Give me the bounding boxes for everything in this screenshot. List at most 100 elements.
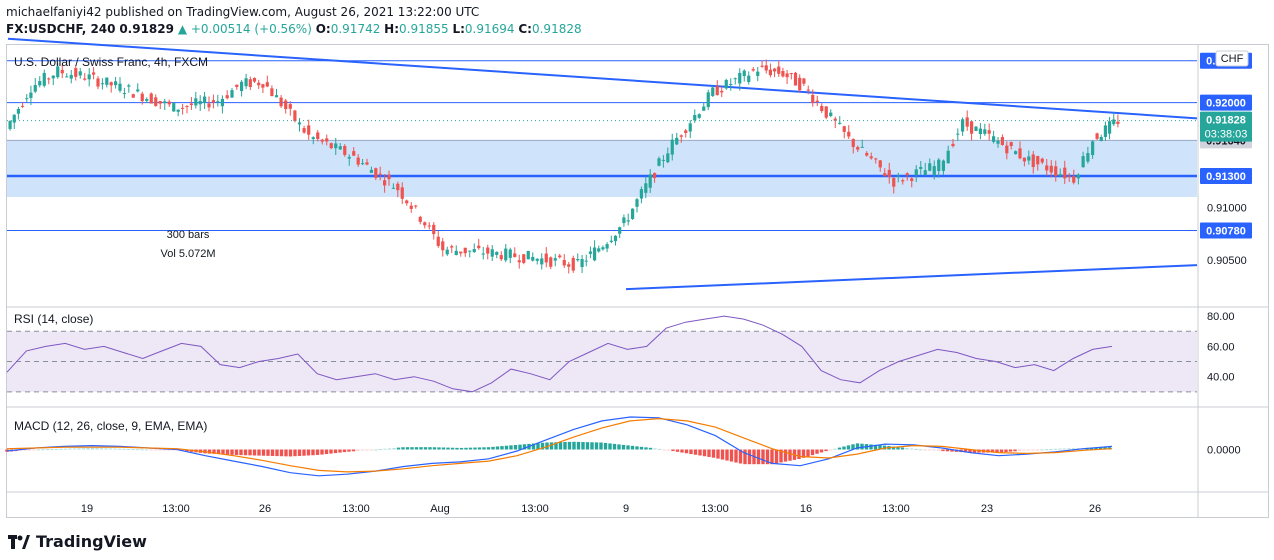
candle-body (235, 84, 239, 87)
candle-body (288, 104, 292, 109)
macd-bar (635, 446, 639, 450)
candle-body (781, 71, 785, 77)
macd-bar (657, 448, 662, 450)
candle-body (513, 253, 517, 257)
macd-bar (914, 448, 918, 450)
candle-body (136, 89, 140, 92)
macd-bar (482, 447, 486, 450)
candle-body (874, 158, 878, 160)
candle-body (526, 250, 530, 260)
candle-body (181, 107, 185, 109)
macd-bar (995, 449, 999, 453)
candle-body (571, 257, 575, 271)
candle-body (477, 245, 481, 249)
time-tick-3: 13:00 (342, 503, 370, 515)
macd-bar (860, 443, 864, 450)
candle-body (163, 101, 167, 104)
candle-body (618, 227, 622, 234)
candle-body (418, 216, 422, 222)
macd-bar (1053, 448, 1058, 450)
macd-bar (212, 449, 216, 454)
candle-body (666, 153, 670, 163)
candle-body (307, 125, 311, 135)
macd-bar (815, 449, 819, 454)
candle-body (1091, 141, 1095, 156)
candle-body (495, 251, 499, 255)
last-price-label-bg (1200, 111, 1252, 142)
macd-bar (630, 445, 635, 450)
macd-bar (441, 447, 446, 450)
candle-body (657, 158, 661, 166)
candle-body (302, 128, 306, 133)
candle-body (369, 169, 373, 173)
macd-bar (666, 449, 671, 451)
price-tick-1: 0.91000 (1207, 202, 1247, 214)
macd-bar (810, 449, 815, 456)
candle-body (347, 156, 351, 159)
candle-body (445, 249, 449, 255)
candle-body (490, 249, 494, 257)
macd-bar (531, 443, 536, 450)
candle-body (601, 247, 605, 250)
candle-body (811, 94, 815, 104)
candle-body (910, 178, 914, 182)
candle-body (127, 85, 131, 87)
candle-body (540, 258, 544, 265)
macd-bar (693, 449, 698, 455)
macd-bar (743, 449, 747, 465)
candle-body (715, 86, 719, 96)
candle-body (856, 146, 860, 150)
macd-bar (837, 447, 842, 450)
candle-body (1067, 175, 1071, 177)
candle-body (432, 224, 436, 235)
macd-bar (819, 449, 824, 453)
candle-body (789, 73, 793, 75)
candle-body (905, 173, 909, 176)
candle-body (978, 128, 982, 135)
candle-body (486, 247, 490, 254)
rsi-line (6, 315, 1113, 393)
candle-body (8, 121, 12, 129)
candle-body (378, 173, 382, 175)
macd-bar (558, 442, 563, 450)
candle-body (833, 118, 837, 121)
macd-bar (81, 448, 86, 450)
candle-body (297, 122, 302, 125)
macd-bar (144, 449, 149, 451)
candle-body (83, 78, 87, 80)
macd-bar (324, 449, 329, 455)
candle-body (974, 126, 978, 131)
macd-bar (540, 442, 545, 450)
candle-body (1112, 119, 1116, 125)
level-label-bg-3 (1200, 168, 1252, 184)
time-tick-2: 26 (259, 503, 271, 515)
candle-body (316, 132, 320, 139)
candle-body (1086, 153, 1090, 162)
macd-bar (1017, 449, 1022, 451)
chart-frame[interactable] (6, 44, 1269, 518)
candle-body (1063, 167, 1067, 179)
macd-bar (855, 443, 860, 450)
macd-bar (842, 446, 846, 450)
candle-body (252, 77, 257, 82)
macd-bar (738, 449, 743, 464)
macd-bar (383, 448, 387, 450)
macd-bar (450, 447, 455, 450)
macd-bar (878, 445, 882, 450)
macd-bar (833, 448, 837, 450)
candle-body (365, 162, 369, 165)
macd-bar (1031, 449, 1035, 451)
macd-bar (653, 448, 657, 450)
candle-body (820, 105, 824, 112)
candle-body (592, 247, 597, 261)
candle-body (131, 94, 135, 98)
macd-bar (554, 442, 558, 450)
candle-body (293, 110, 297, 121)
candle-body (391, 187, 395, 189)
macd-bar (522, 444, 527, 450)
macd-bar (162, 449, 167, 451)
macd-bar (608, 443, 612, 450)
candle-body (1040, 158, 1044, 163)
candle-body (334, 143, 338, 149)
